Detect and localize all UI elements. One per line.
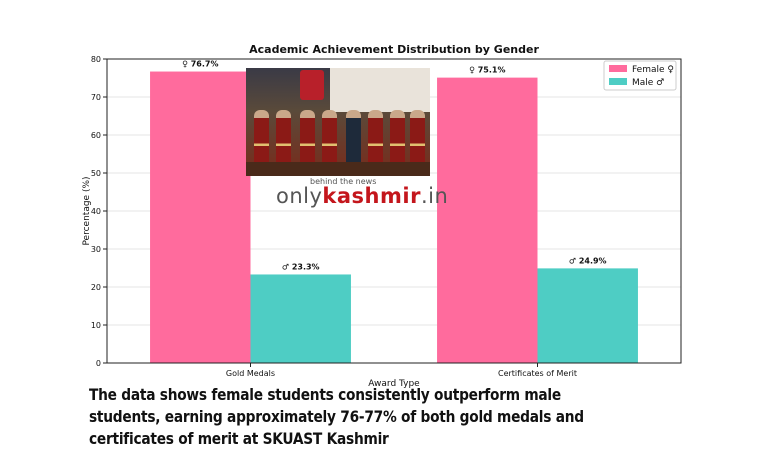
y-tick-label: 30 [91, 245, 101, 254]
watermark-suffix: .in [420, 184, 449, 208]
legend-label-female: Female ♀ [632, 65, 674, 75]
y-axis: 0 10 20 30 40 50 60 70 80 [91, 55, 107, 368]
y-tick-label: 80 [91, 55, 101, 64]
y-tick-label: 50 [91, 169, 101, 178]
y-tick-label: 0 [96, 359, 101, 368]
y-tick-label: 60 [91, 131, 101, 140]
legend: Female ♀ Male ♂ [603, 60, 677, 91]
x-tick-label: Certificates of Merit [498, 369, 577, 378]
bar [437, 77, 538, 364]
y-tick-label: 70 [91, 93, 101, 102]
ceremony-photo [246, 68, 430, 176]
bars [150, 71, 638, 364]
bar [150, 71, 251, 363]
y-tick-label: 40 [91, 207, 101, 216]
bar-value-label: ♂ 23.3% [282, 262, 320, 271]
x-axis-label: Award Type [368, 379, 420, 389]
ceremony-banner [330, 68, 430, 112]
chart-caption: The data shows female students consisten… [89, 385, 584, 448]
watermark-main: kashmir [322, 184, 421, 208]
legend-swatch-male [609, 78, 627, 85]
chart-title: Academic Achievement Distribution by Gen… [249, 43, 539, 56]
y-tick-label: 10 [91, 321, 101, 330]
watermark-tagline: behind the news [310, 177, 377, 186]
bar-value-label: ♀ 75.1% [469, 66, 505, 75]
watermark-logo: onlykashmir.in [276, 184, 448, 208]
university-logo [300, 70, 324, 100]
bar [250, 274, 351, 363]
x-tick-label: Gold Medals [226, 369, 275, 378]
legend-label-male: Male ♂ [632, 78, 664, 88]
bar-value-label: ♀ 76.7% [182, 60, 218, 69]
watermark-prefix: only [276, 184, 323, 208]
x-axis: Gold Medals Certificates of Merit [226, 363, 577, 378]
y-tick-label: 20 [91, 283, 101, 292]
legend-swatch-female [609, 65, 627, 72]
bar [537, 268, 638, 363]
bar-value-label: ♂ 24.9% [569, 256, 607, 265]
data-labels: ♀ 76.7% ♂ 23.3% ♀ 75.1% ♂ 24.9% [182, 60, 607, 272]
y-axis-label: Percentage (%) [82, 176, 92, 245]
